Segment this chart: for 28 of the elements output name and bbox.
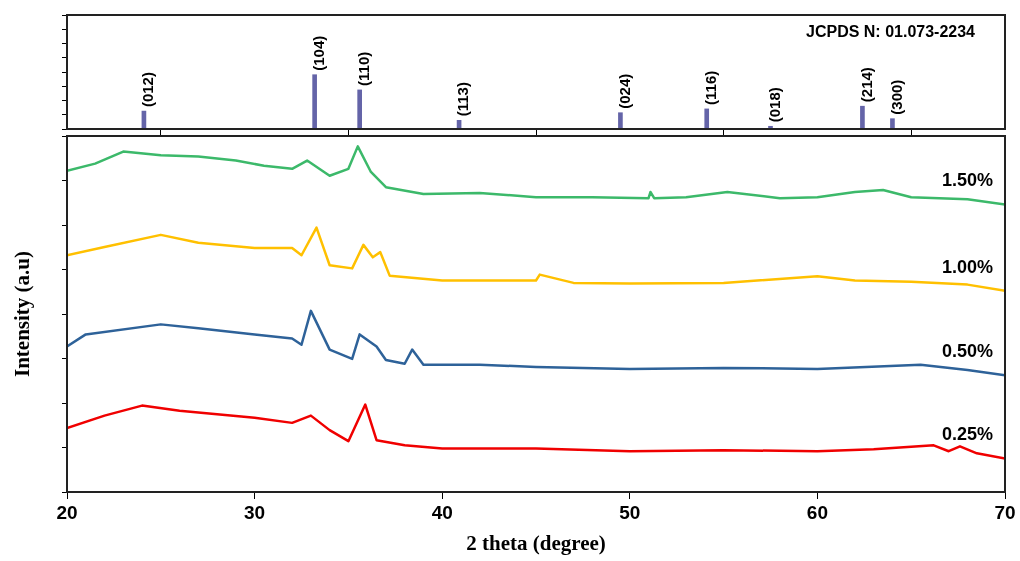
bar bbox=[618, 112, 623, 129]
series-label: 1.00% bbox=[941, 256, 993, 277]
x-axis-title: 2 theta (degree) bbox=[466, 530, 606, 555]
annotation: (113) bbox=[454, 82, 472, 117]
y-axis-title: Intensity (a.u) bbox=[10, 250, 35, 378]
bar bbox=[312, 74, 317, 129]
annotation: (018) bbox=[765, 87, 783, 123]
x-tick-label: 30 bbox=[244, 501, 266, 523]
x-tick-label: 20 bbox=[56, 501, 78, 523]
series-label: 0.25% bbox=[941, 424, 993, 445]
bar bbox=[704, 108, 710, 129]
x-tick-label: 40 bbox=[431, 501, 453, 523]
x-tick-label: 60 bbox=[806, 501, 828, 523]
series-label: 0.50% bbox=[941, 341, 993, 362]
annotation: (012) bbox=[139, 72, 157, 108]
series-label: 1.50% bbox=[941, 170, 993, 191]
annotation: (214) bbox=[857, 67, 875, 103]
bar bbox=[357, 89, 362, 129]
annotation: (110) bbox=[354, 51, 372, 86]
annotation: (024) bbox=[615, 73, 633, 109]
annotation: (104) bbox=[309, 35, 327, 71]
bar bbox=[890, 118, 895, 129]
bar bbox=[860, 105, 865, 129]
x-tick-label: 50 bbox=[619, 501, 641, 523]
text: JCPDS N: 01.073-2234 bbox=[806, 23, 976, 41]
annotation: (116) bbox=[701, 70, 719, 105]
x-tick-label: 70 bbox=[994, 501, 1016, 523]
annotation: (300) bbox=[887, 79, 905, 115]
